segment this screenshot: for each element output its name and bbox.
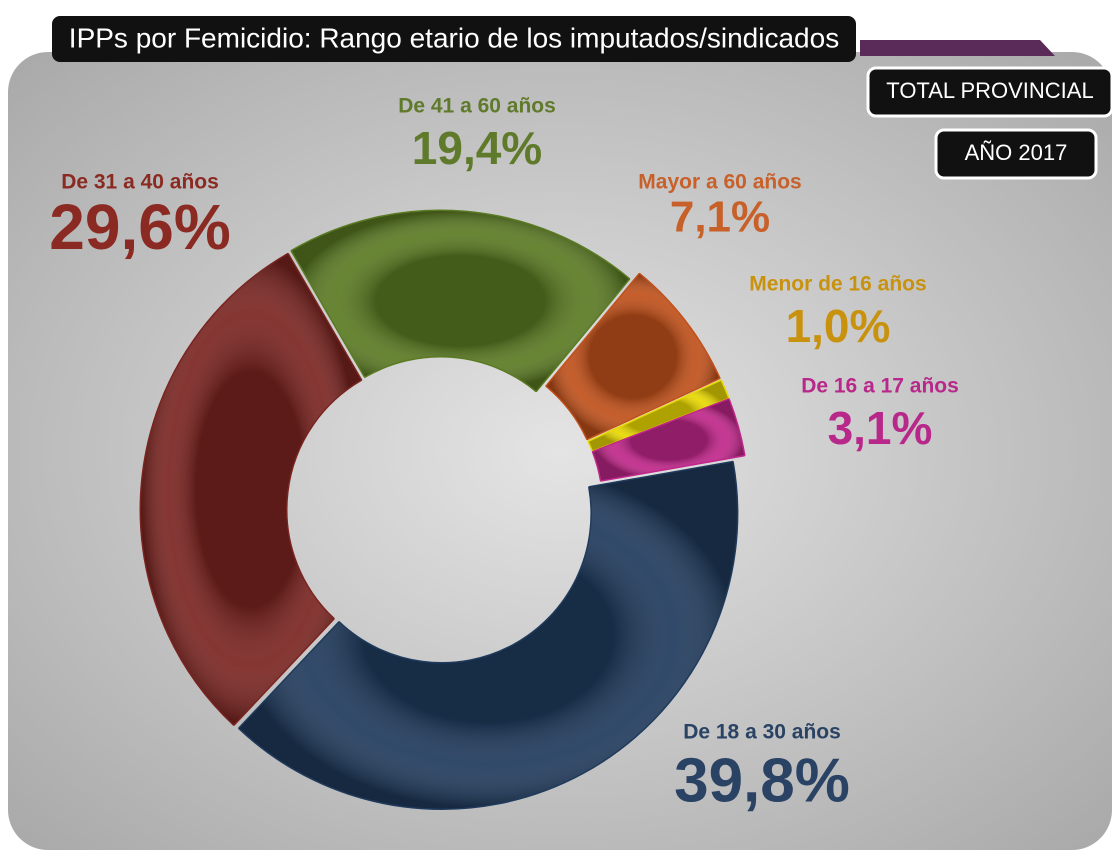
accent-band — [860, 40, 1055, 56]
slice-name: De 41 a 60 años — [398, 95, 556, 118]
slice-value: 39,8% — [674, 746, 850, 815]
slice-name: De 31 a 40 años — [61, 171, 219, 194]
badge: TOTAL PROVINCIAL — [886, 78, 1093, 103]
badge-box — [866, 66, 1114, 118]
badge: AÑO 2017 — [965, 140, 1068, 165]
slice-value: 1,0% — [786, 300, 891, 352]
title-box — [52, 16, 856, 62]
slice-value: 19,4% — [412, 122, 542, 174]
slice-name: De 16 a 17 años — [801, 375, 959, 398]
slice-name: Menor de 16 años — [749, 273, 926, 296]
chart-title: IPPs por Femicidio: Rango etario de los … — [69, 22, 839, 53]
slice-value: 29,6% — [49, 191, 230, 263]
slice-name: De 18 a 30 años — [683, 721, 841, 744]
slice-value: 3,1% — [828, 402, 933, 454]
slice-name: Mayor a 60 años — [638, 171, 801, 194]
badge-box — [934, 128, 1098, 180]
slice-value: 7,1% — [670, 193, 770, 242]
